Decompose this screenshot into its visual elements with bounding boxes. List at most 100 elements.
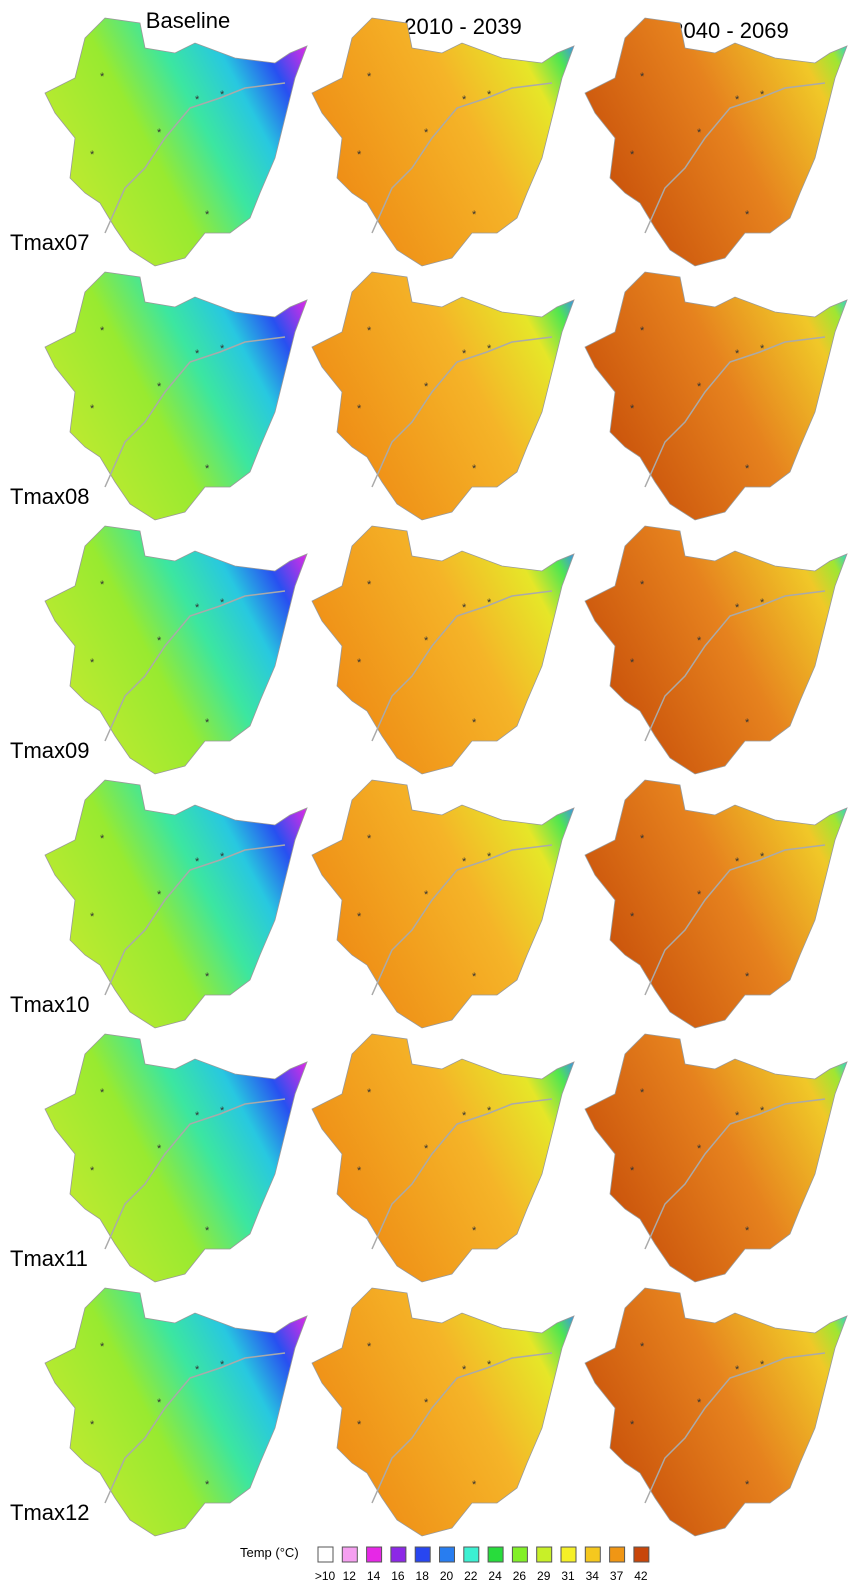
map-panel: ****** [45, 1034, 307, 1282]
legend-swatch [488, 1547, 503, 1562]
legend-label: 18 [416, 1569, 430, 1583]
legend-swatch [440, 1547, 455, 1562]
station: * [472, 717, 477, 729]
legend-title: Temp (°C) [240, 1545, 299, 1560]
station: * [424, 1143, 429, 1155]
station: * [462, 1364, 467, 1376]
legend-swatch [537, 1547, 552, 1562]
map-panel: ****** [45, 18, 307, 266]
station: * [195, 1110, 200, 1122]
station: * [100, 1087, 105, 1099]
map-panel: ****** [585, 272, 847, 520]
map-panel: ****** [45, 272, 307, 520]
legend-label: 20 [440, 1569, 454, 1583]
region [312, 18, 574, 266]
station: * [357, 149, 362, 161]
region [585, 526, 847, 774]
column-header: 2010 - 2039 [404, 14, 521, 39]
map-panel: ****** [45, 1288, 307, 1536]
station: * [760, 1105, 765, 1117]
station: * [90, 911, 95, 923]
legend-swatch [342, 1547, 357, 1562]
legend-swatch [634, 1547, 649, 1562]
station: * [367, 71, 372, 83]
region [312, 526, 574, 774]
station: * [100, 1341, 105, 1353]
column-header: Baseline [146, 8, 230, 33]
station: * [220, 89, 225, 101]
region [45, 1288, 307, 1536]
station: * [157, 889, 162, 901]
station: * [472, 1225, 477, 1237]
station: * [640, 833, 645, 845]
legend-label: 34 [586, 1569, 600, 1583]
station: * [90, 1165, 95, 1177]
map-panel: ****** [312, 780, 574, 1028]
legend-label: 26 [513, 1569, 527, 1583]
station: * [487, 851, 492, 863]
station: * [487, 343, 492, 355]
station: * [735, 94, 740, 106]
row-label: Tmax07 [10, 230, 89, 255]
station: * [462, 856, 467, 868]
legend-swatch [415, 1547, 430, 1562]
legend-label: 24 [488, 1569, 502, 1583]
station: * [462, 602, 467, 614]
station: * [367, 325, 372, 337]
station: * [487, 597, 492, 609]
region [585, 18, 847, 266]
station: * [472, 1479, 477, 1491]
station: * [195, 348, 200, 360]
station: * [760, 851, 765, 863]
station: * [220, 1359, 225, 1371]
region [45, 526, 307, 774]
legend-label: 29 [537, 1569, 551, 1583]
legend-label: 22 [464, 1569, 478, 1583]
row-label: Tmax11 [10, 1246, 88, 1271]
station: * [745, 1225, 750, 1237]
row-label: Tmax08 [10, 484, 89, 509]
legend-label: 14 [367, 1569, 381, 1583]
legend-label: 12 [343, 1569, 357, 1583]
station: * [195, 1364, 200, 1376]
station: * [697, 381, 702, 393]
legend-swatch [318, 1547, 333, 1562]
station: * [205, 1225, 210, 1237]
map-panel: ****** [585, 1034, 847, 1282]
station: * [205, 209, 210, 221]
station: * [157, 1397, 162, 1409]
row-label: Tmax09 [10, 738, 89, 763]
station: * [697, 1143, 702, 1155]
station: * [100, 579, 105, 591]
map-panel: ****** [45, 780, 307, 1028]
row-label: Tmax12 [10, 1500, 89, 1525]
station: * [157, 635, 162, 647]
station: * [640, 1087, 645, 1099]
station: * [697, 127, 702, 139]
station: * [195, 94, 200, 106]
region [45, 1034, 307, 1282]
map-panel: ****** [585, 780, 847, 1028]
station: * [205, 717, 210, 729]
station: * [205, 1479, 210, 1491]
figure: Baseline 2010 - 2039 2040 - 2069 Temp (°… [0, 0, 854, 1587]
station: * [630, 1165, 635, 1177]
station: * [697, 889, 702, 901]
legend-label: 42 [634, 1569, 648, 1583]
station: * [735, 1364, 740, 1376]
station: * [640, 325, 645, 337]
station: * [100, 71, 105, 83]
station: * [630, 149, 635, 161]
station: * [745, 463, 750, 475]
legend-swatch [585, 1547, 600, 1562]
station: * [424, 127, 429, 139]
station: * [640, 71, 645, 83]
station: * [357, 911, 362, 923]
station: * [630, 657, 635, 669]
station: * [220, 851, 225, 863]
region [312, 1034, 574, 1282]
legend-label: 16 [391, 1569, 405, 1583]
station: * [424, 381, 429, 393]
station: * [424, 635, 429, 647]
legend-label: >10 [315, 1569, 336, 1583]
